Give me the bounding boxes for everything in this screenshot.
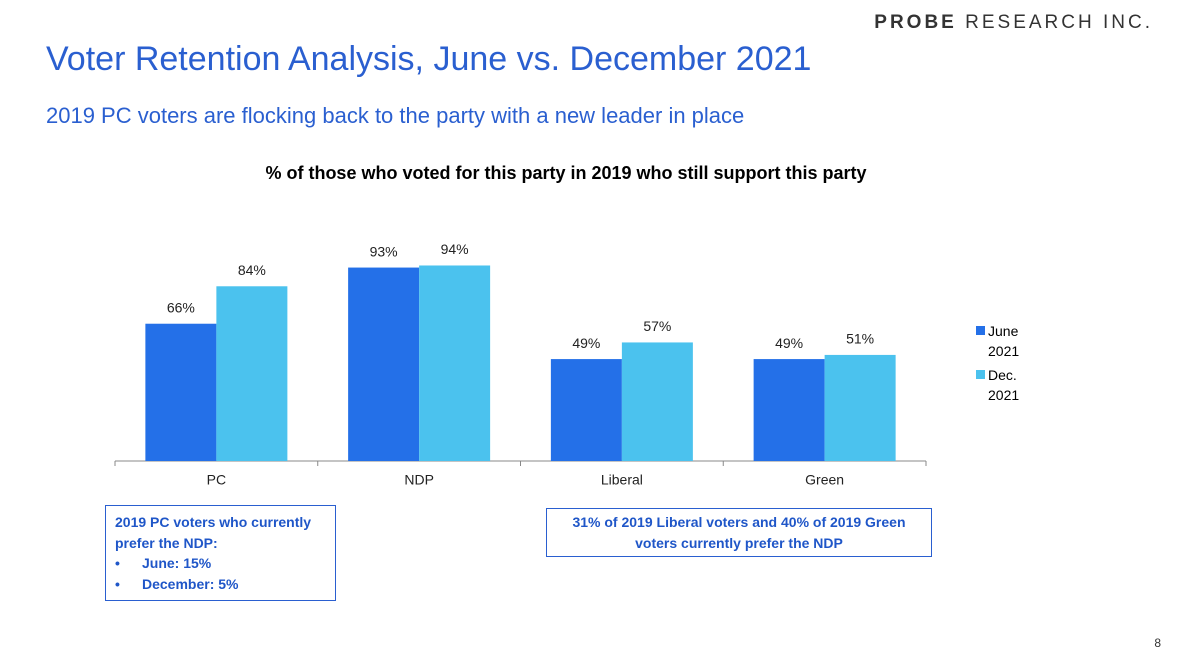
- bar: [348, 267, 420, 461]
- annotation-item: December: 5%: [115, 574, 325, 595]
- annotation-item: June: 15%: [115, 553, 325, 574]
- annotation-heading: 2019 PC voters who currently prefer the …: [115, 514, 312, 551]
- page-number: 8: [1154, 636, 1161, 650]
- bar: [419, 265, 491, 461]
- bar: [145, 323, 217, 461]
- data-label: 51%: [846, 331, 874, 347]
- slide-title: Voter Retention Analysis, June vs. Decem…: [46, 40, 812, 78]
- chart-title: % of those who voted for this party in 2…: [265, 163, 867, 183]
- legend-label: Dec. 2021: [988, 367, 1020, 403]
- logo: PROBE RESEARCH INC.: [874, 12, 1153, 34]
- bar: [824, 354, 896, 461]
- logo-brand: PROBE: [874, 12, 957, 33]
- annotation-box: 2019 PC voters who currently prefer the …: [105, 505, 336, 601]
- data-label: 84%: [238, 262, 266, 278]
- x-tick-label: PC: [207, 472, 226, 488]
- annotation-box: 31% of 2019 Liberal voters and 40% of 20…: [546, 508, 932, 557]
- data-label: 93%: [370, 243, 398, 259]
- x-tick-label: Liberal: [601, 472, 643, 488]
- data-label: 66%: [167, 299, 195, 315]
- legend-swatch: [976, 370, 985, 379]
- x-tick-label: Green: [805, 472, 844, 488]
- annotation-list: June: 15% December: 5%: [115, 553, 325, 594]
- x-tick-label: NDP: [404, 472, 434, 488]
- legend-label: June 2021: [988, 323, 1020, 359]
- logo-rest: RESEARCH INC.: [965, 12, 1153, 33]
- bar: [216, 286, 288, 461]
- legend-item: Dec. 2021: [976, 365, 1030, 405]
- bar: [753, 359, 825, 461]
- bar: [550, 359, 622, 461]
- bar: [621, 342, 693, 461]
- data-label: 57%: [643, 318, 671, 334]
- data-label: 49%: [775, 335, 803, 351]
- legend-swatch: [976, 326, 985, 335]
- slide-subtitle: 2019 PC voters are flocking back to the …: [46, 103, 745, 128]
- data-label: 49%: [572, 335, 600, 351]
- data-label: 94%: [441, 241, 469, 257]
- legend-item: June 2021: [976, 321, 1030, 361]
